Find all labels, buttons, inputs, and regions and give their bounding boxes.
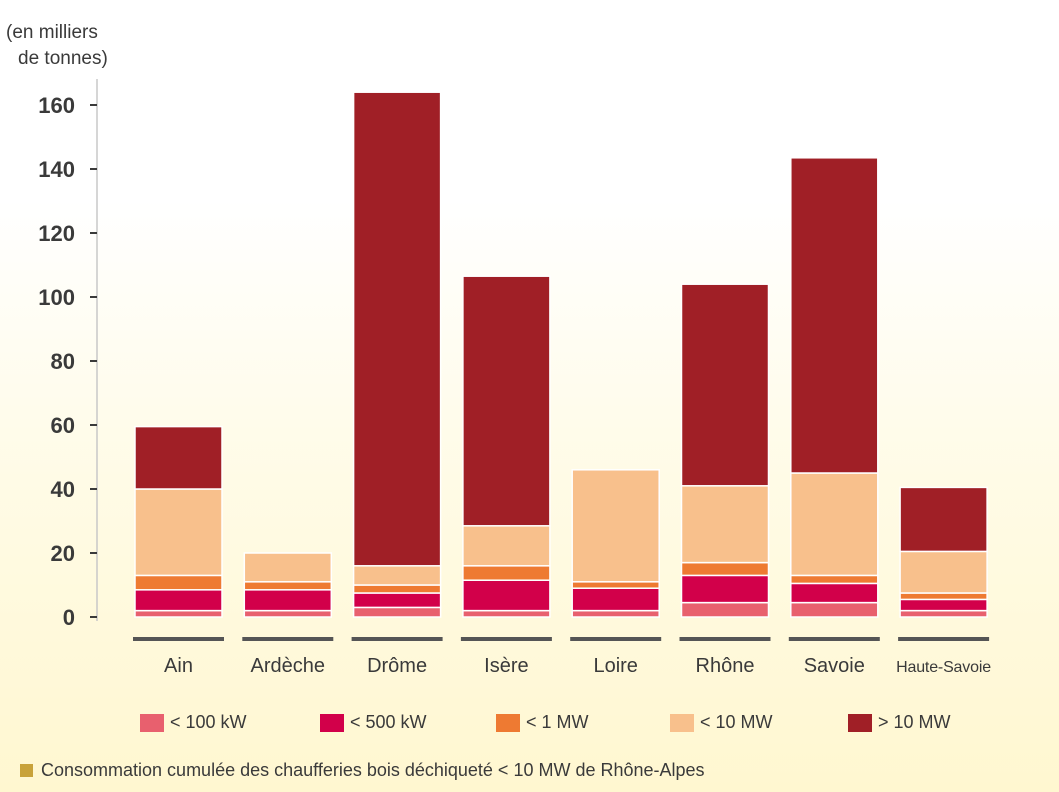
bar-segment xyxy=(462,579,551,612)
bar-segment xyxy=(680,283,770,487)
bar-segment xyxy=(352,606,442,618)
bar-segment xyxy=(680,574,770,604)
category-baseline xyxy=(133,637,224,641)
legend-label-lt10mw: < 10 MW xyxy=(700,712,773,732)
legend-item-lt100kw: < 100 kW xyxy=(140,712,247,733)
legend-swatch-gt10mw xyxy=(848,713,872,732)
category-baseline xyxy=(570,637,662,641)
bar-segment xyxy=(571,469,660,583)
bar-segment xyxy=(899,609,988,618)
y-axis-unit-label: (en milliers de tonnes) xyxy=(6,20,126,72)
y-tick-label: 120 xyxy=(38,221,75,246)
y-tick-label: 20 xyxy=(51,541,75,566)
caption-text: Consommation cumulée des chaufferies boi… xyxy=(41,760,705,780)
bar-segment xyxy=(462,609,551,618)
bar-segment xyxy=(790,574,879,585)
bar-segment xyxy=(352,592,442,609)
bar-segment xyxy=(571,609,660,618)
bar-segment xyxy=(134,425,223,490)
legend-label-gt10mw: > 10 MW xyxy=(878,712,951,732)
bar-segment xyxy=(680,561,770,577)
bar-segment xyxy=(134,609,223,618)
bar-segment xyxy=(790,582,879,604)
y-tick-label: 100 xyxy=(38,285,75,310)
bar-segment xyxy=(571,587,660,612)
category-baseline xyxy=(788,637,880,641)
x-tick-label: Loire xyxy=(593,655,637,677)
category-baseline xyxy=(460,637,552,641)
y-tick-label: 160 xyxy=(38,93,75,118)
figure-caption: Consommation cumulée des chaufferies boi… xyxy=(20,760,705,781)
legend-item-lt500kw: < 500 kW xyxy=(320,712,427,733)
y-tick-label: 0 xyxy=(63,605,75,630)
bar-segment xyxy=(790,472,879,577)
y-axis-unit-line-1: (en milliers xyxy=(6,22,98,43)
bar-segment xyxy=(462,275,551,527)
legend-swatch-lt500kw xyxy=(320,713,344,732)
x-tick-label: Isère xyxy=(484,655,528,677)
y-tick-label: 40 xyxy=(51,477,75,502)
bar-segment xyxy=(899,598,988,612)
category-baseline xyxy=(898,637,990,641)
bar-segment xyxy=(680,485,770,564)
x-tick-label: Drôme xyxy=(367,655,427,677)
bar-segment xyxy=(899,486,988,553)
bar-segment xyxy=(243,581,333,591)
bar-segment xyxy=(243,589,333,612)
y-tick-label: 60 xyxy=(51,413,75,438)
x-tick-label: Savoie xyxy=(804,655,865,677)
bar-segment xyxy=(790,157,879,474)
legend-item-lt10mw: < 10 MW xyxy=(670,712,773,733)
legend: < 100 kW < 500 kW < 1 MW < 10 MW > 10 MW xyxy=(0,712,1059,742)
bar-segment xyxy=(134,589,223,612)
legend-label-lt500kw: < 500 kW xyxy=(350,712,427,732)
category-baseline xyxy=(679,637,771,641)
bar-segment xyxy=(352,91,442,567)
caption-square-icon xyxy=(20,764,33,777)
bar-segment xyxy=(243,609,333,618)
bar-segment xyxy=(899,592,988,601)
bar-segment xyxy=(134,574,223,591)
bar-segment xyxy=(352,565,442,586)
chart-plot: 0 20 40 60 80 100 120 140 160 Ain Ardèche Drôme Isèr… xyxy=(38,79,991,677)
x-tick-label: Ain xyxy=(164,655,193,677)
bar-segment xyxy=(243,552,333,583)
x-tick-label: Rhône xyxy=(696,655,755,677)
bar-segment xyxy=(899,550,988,594)
legend-label-lt1mw: < 1 MW xyxy=(526,712,589,732)
bar-segment xyxy=(680,601,770,618)
legend-label-lt100kw: < 100 kW xyxy=(170,712,247,732)
bar-segment xyxy=(790,601,879,618)
legend-swatch-lt100kw xyxy=(140,713,164,732)
y-tick-label: 140 xyxy=(38,157,75,182)
category-baseline xyxy=(351,637,443,641)
y-tick-label: 80 xyxy=(51,349,75,374)
bar-segment xyxy=(134,488,223,577)
legend-swatch-lt1mw xyxy=(496,713,520,732)
legend-item-gt10mw: > 10 MW xyxy=(848,712,951,733)
legend-item-lt1mw: < 1 MW xyxy=(496,712,589,733)
y-axis-unit-line-2: de tonnes) xyxy=(18,48,108,69)
category-baseline xyxy=(242,637,334,641)
bar-segment xyxy=(571,581,660,589)
bar-segment xyxy=(352,584,442,594)
legend-swatch-lt10mw xyxy=(670,713,694,732)
bar-segment xyxy=(462,525,551,567)
bar-segment xyxy=(462,565,551,581)
x-tick-label: Ardèche xyxy=(251,655,326,677)
x-tick-label: Haute-Savoie xyxy=(896,659,991,676)
